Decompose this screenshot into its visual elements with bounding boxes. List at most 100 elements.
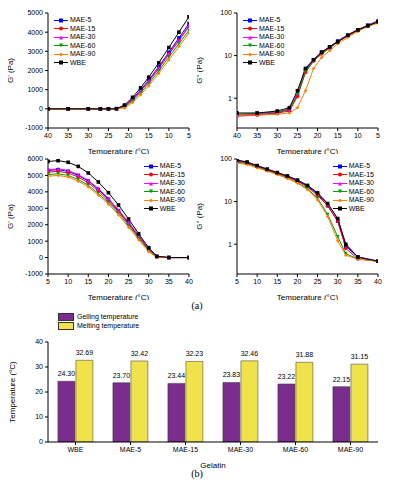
svg-text:10: 10	[64, 278, 72, 285]
svg-text:4000: 4000	[27, 29, 43, 36]
svg-text:25: 25	[125, 278, 133, 285]
svg-text:30: 30	[334, 278, 342, 285]
svg-text:35: 35	[253, 132, 261, 139]
svg-text:100: 100	[220, 155, 232, 162]
svg-text:15: 15	[334, 132, 342, 139]
html-text:WBE: WBE	[259, 58, 275, 66]
svg-text:10: 10	[35, 413, 43, 420]
svg-text:Temperature (°C): Temperature (°C)	[88, 147, 150, 154]
svg-text:35: 35	[64, 132, 72, 139]
svg-text:5: 5	[187, 132, 191, 139]
svg-text:5: 5	[235, 278, 239, 285]
svg-text:15: 15	[145, 132, 153, 139]
svg-text:10: 10	[253, 278, 261, 285]
html-text:WBE: WBE	[159, 204, 176, 212]
svg-text:31.15: 31.15	[351, 353, 369, 360]
html-text:MAE-15: MAE-15	[70, 24, 96, 32]
html-text:WBE: WBE	[70, 58, 86, 66]
svg-text:MAE-5: MAE-5	[120, 446, 142, 453]
svg-text:25: 25	[314, 278, 322, 285]
html-text:MAE-60: MAE-60	[348, 187, 374, 195]
svg-text:32.46: 32.46	[241, 350, 259, 357]
html-text:MAE-60: MAE-60	[70, 41, 96, 49]
svg-text:5: 5	[46, 278, 50, 285]
svg-text:15: 15	[84, 278, 92, 285]
svg-text:23.70: 23.70	[113, 372, 131, 379]
svg-text:32.69: 32.69	[76, 349, 94, 356]
svg-text:15: 15	[273, 278, 281, 285]
svg-text:24.30: 24.30	[58, 370, 76, 377]
svg-text:2000: 2000	[27, 67, 43, 74]
svg-text:30: 30	[35, 363, 43, 370]
svg-text:G' (Pa): G' (Pa)	[8, 58, 15, 83]
svg-text:40: 40	[233, 132, 241, 139]
svg-text:25: 25	[105, 132, 113, 139]
svg-text:40: 40	[185, 278, 193, 285]
svg-text:2000: 2000	[27, 221, 43, 228]
svg-text:5000: 5000	[27, 9, 43, 16]
svg-text:22.15: 22.15	[333, 376, 351, 383]
svg-text:G'' (Pa): G'' (Pa)	[197, 57, 204, 84]
svg-text:5000: 5000	[27, 172, 43, 179]
html-text:MAE-15: MAE-15	[348, 170, 374, 178]
html-text:(b): (b)	[191, 468, 203, 479]
svg-text:Temperature (°C): Temperature (°C)	[8, 361, 17, 423]
svg-text:10: 10	[224, 52, 232, 59]
svg-text:20: 20	[314, 132, 322, 139]
svg-text:20: 20	[105, 278, 113, 285]
svg-text:23.83: 23.83	[223, 371, 241, 378]
svg-text:31.88: 31.88	[296, 351, 314, 358]
svg-text:40: 40	[44, 132, 52, 139]
svg-text:G'' (Pa): G'' (Pa)	[197, 203, 204, 230]
svg-text:MAE-60: MAE-60	[283, 446, 308, 453]
html-text:(a): (a)	[191, 300, 203, 311]
svg-text:Gelatin: Gelatin	[200, 461, 225, 468]
svg-text:20: 20	[35, 388, 43, 395]
svg-text:Temperature (°C): Temperature (°C)	[88, 293, 150, 300]
svg-text:G' (Pa): G' (Pa)	[8, 204, 15, 229]
svg-text:MAE-90: MAE-90	[338, 446, 363, 453]
svg-text:40: 40	[35, 338, 43, 345]
svg-text:35: 35	[354, 278, 362, 285]
svg-text:20: 20	[125, 132, 133, 139]
svg-text:32.23: 32.23	[186, 350, 204, 357]
svg-text:1000: 1000	[27, 238, 43, 245]
svg-text:5: 5	[376, 132, 380, 139]
svg-text:100: 100	[220, 9, 232, 16]
html-text:WBE: WBE	[348, 204, 365, 212]
svg-text:0: 0	[39, 438, 43, 445]
svg-text:10: 10	[354, 132, 362, 139]
svg-text:1000: 1000	[27, 86, 43, 93]
svg-text:23.44: 23.44	[168, 372, 186, 379]
svg-text:-1000: -1000	[25, 124, 43, 131]
svg-text:1: 1	[228, 241, 232, 248]
svg-text:MAE-15: MAE-15	[173, 446, 198, 453]
svg-text:40: 40	[374, 278, 382, 285]
svg-text:6000: 6000	[27, 155, 43, 162]
svg-text:0: 0	[39, 105, 43, 112]
svg-text:0: 0	[39, 254, 43, 261]
svg-text:30: 30	[145, 278, 153, 285]
svg-text:Temperature (°C): Temperature (°C)	[277, 147, 339, 154]
html-text:MAE-15: MAE-15	[159, 170, 185, 178]
svg-text:3000: 3000	[27, 48, 43, 55]
svg-text:10: 10	[224, 198, 232, 205]
svg-text:23.22: 23.22	[278, 373, 296, 380]
svg-text:Temperature (°C): Temperature (°C)	[277, 293, 339, 300]
html-text:MAE-60: MAE-60	[259, 41, 285, 49]
svg-text:35: 35	[165, 278, 173, 285]
svg-text:3000: 3000	[27, 205, 43, 212]
svg-text:1: 1	[228, 95, 232, 102]
svg-text:MAE-30: MAE-30	[228, 446, 253, 453]
svg-text:32.42: 32.42	[131, 350, 149, 357]
html-text:MAE-15: MAE-15	[259, 24, 285, 32]
svg-text:10: 10	[165, 132, 173, 139]
svg-text:30: 30	[84, 132, 92, 139]
svg-text:-1000: -1000	[25, 270, 43, 277]
svg-text:30: 30	[273, 132, 281, 139]
svg-text:WBE: WBE	[68, 446, 84, 453]
html-text:MAE-60: MAE-60	[159, 187, 185, 195]
svg-text:25: 25	[294, 132, 302, 139]
svg-text:4000: 4000	[27, 188, 43, 195]
svg-text:20: 20	[294, 278, 302, 285]
